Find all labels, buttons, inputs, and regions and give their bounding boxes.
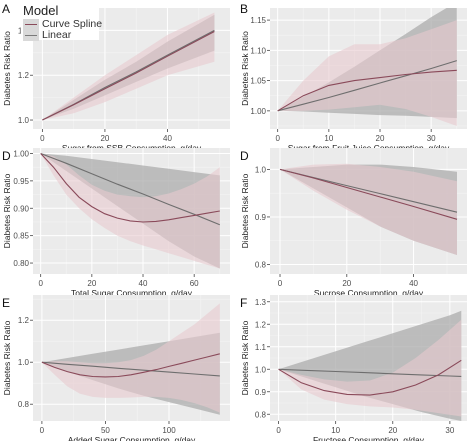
x-tick-label: 10 <box>324 134 333 143</box>
series-group <box>277 8 457 127</box>
y-tick-label: 0.9 <box>255 213 267 222</box>
panel-label: A <box>2 2 10 16</box>
y-axis-title: Diabetes Risk Ratio <box>240 31 250 106</box>
panel-label: D <box>240 149 249 163</box>
series-group <box>42 12 215 121</box>
confidence-band-curve-spline <box>41 303 220 413</box>
x-tick-label: 10 <box>331 426 340 435</box>
chart-panel-6: 0 10 20 30 0.8 0.9 1.0 1.1 1.2 1.3 Fructose Consum… <box>240 295 467 441</box>
chart-panel-5: 0 50 100 0.8 1.0 1.2 Added Sugar Consumption, … <box>2 295 230 441</box>
y-tick-label: 1.1 <box>255 343 267 352</box>
x-tick-label: 50 <box>101 426 110 435</box>
series-line-curve-spline <box>40 153 220 223</box>
x-tick-label: 20 <box>100 134 109 143</box>
y-tick-label: 0.9 <box>255 388 267 397</box>
y-axis-title: Diabetes Risk Ratio <box>240 173 250 248</box>
series-group <box>41 303 220 415</box>
y-tick-label: 1.0 <box>255 365 267 374</box>
x-tick-label: 60 <box>190 279 199 288</box>
y-axis-title: Diabetes Risk Ratio <box>2 320 12 395</box>
y-axis-title: Diabetes Risk Ratio <box>240 320 250 395</box>
y-tick-label: 1.10 <box>250 46 266 55</box>
y-tick-label: 1.00 <box>250 107 266 116</box>
chart-panel-4: 0 20 40 0.8 0.9 1.0 Sucrose Consumption, g/day… <box>240 148 467 298</box>
legend-label-curve-spline: Curve Spline <box>42 18 103 30</box>
series-line-curve-spline <box>277 69 457 112</box>
x-tick-label: 40 <box>409 279 418 288</box>
x-tick-label: 0 <box>278 279 283 288</box>
series-line-curve-spline <box>278 359 462 396</box>
y-tick-label: 1.0 <box>18 358 30 367</box>
y-tick-label: 1.2 <box>18 71 30 80</box>
y-tick-label: 0.85 <box>13 232 29 241</box>
x-tick-label: 0 <box>275 134 280 143</box>
y-tick-label: 1.15 <box>250 16 266 25</box>
x-tick-label: 0 <box>40 426 45 435</box>
y-tick-label: 0.95 <box>13 177 29 186</box>
x-tick-label: 20 <box>87 279 96 288</box>
legend: Model Curve Spline Linear <box>21 2 103 41</box>
x-tick-label: 20 <box>376 134 385 143</box>
x-tick-label: 20 <box>342 279 351 288</box>
y-tick-label: 0.90 <box>13 204 29 213</box>
x-tick-label: 30 <box>445 426 454 435</box>
chart-panel-3: 0 20 40 60 0.80 0.85 0.90 0.95 1.00 Total Sugar C… <box>2 148 230 298</box>
panel-label: D <box>2 149 11 163</box>
legend-key-linear <box>23 30 39 41</box>
confidence-band-curve-spline <box>42 12 215 120</box>
panel-label: B <box>240 2 248 16</box>
confidence-band-curve-spline <box>278 319 462 417</box>
x-tick-label: 0 <box>38 279 43 288</box>
x-axis-title: Sucrose Consumption, g/day <box>314 288 424 298</box>
x-axis-title: Fructose Consumption, g/day <box>313 435 425 441</box>
y-tick-label: 1.2 <box>18 316 30 325</box>
series-group <box>40 152 221 269</box>
y-tick-label: 0.8 <box>255 410 267 419</box>
y-tick-label: 1.2 <box>255 320 267 329</box>
confidence-band-curve-spline <box>40 153 220 269</box>
series-group <box>278 310 462 421</box>
series-line-curve-spline <box>42 31 215 121</box>
y-tick-label: 1.0 <box>18 116 30 125</box>
x-tick-label: 40 <box>139 279 148 288</box>
panel-label: E <box>2 296 10 310</box>
y-tick-label: 1.3 <box>255 298 267 307</box>
y-tick-label: 1.0 <box>255 165 267 174</box>
y-tick-label: 1.05 <box>250 77 266 86</box>
x-tick-label: 0 <box>40 134 45 143</box>
y-tick-label: 0.80 <box>13 259 29 268</box>
x-tick-label: 40 <box>163 134 172 143</box>
confidence-band-curve-spline <box>280 163 457 255</box>
x-tick-label: 20 <box>388 426 397 435</box>
x-tick-label: 30 <box>427 134 436 143</box>
y-tick-label: 0.8 <box>255 260 267 269</box>
x-tick-label: 100 <box>162 426 176 435</box>
legend-title: Model <box>23 3 59 18</box>
series-line-curve-spline <box>279 168 458 220</box>
panel-label: F <box>240 296 247 310</box>
x-axis-title: Total Sugar Consumption, g/day <box>71 288 193 298</box>
series-line-linear <box>40 152 221 226</box>
series-line-linear <box>277 60 457 112</box>
series-line-linear <box>41 361 220 377</box>
y-axis-title: Diabetes Risk Ratio <box>2 31 12 106</box>
legend-label-linear: Linear <box>42 29 72 41</box>
legend-key-curve-spline <box>23 19 39 30</box>
series-line-linear <box>278 368 462 377</box>
y-tick-label: 1.00 <box>13 149 29 158</box>
series-group <box>279 163 458 255</box>
x-tick-label: 0 <box>276 426 281 435</box>
y-tick-label: 0.8 <box>18 400 30 409</box>
y-axis-title: Diabetes Risk Ratio <box>2 173 12 248</box>
x-axis-title: Added Sugar Consumption, g/day <box>68 435 196 441</box>
series-line-curve-spline <box>41 353 220 378</box>
